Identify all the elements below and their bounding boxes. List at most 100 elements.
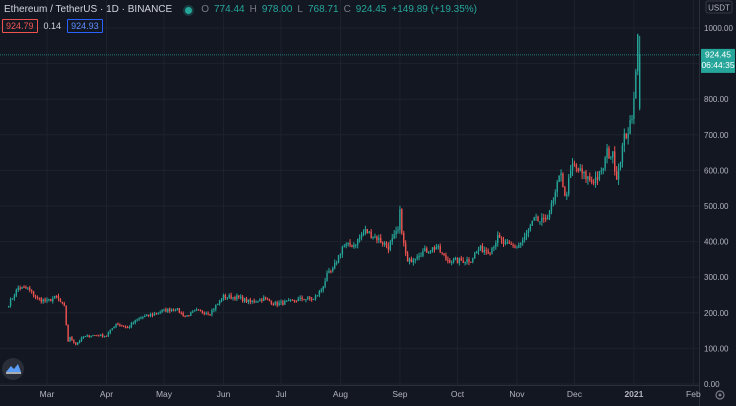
candle-body — [138, 317, 140, 320]
candle-body — [211, 310, 213, 315]
candle-body — [50, 299, 52, 302]
candle-body — [86, 335, 88, 337]
candle-body — [75, 342, 77, 345]
candle-body — [589, 176, 591, 181]
candle-body — [464, 261, 466, 263]
candle-body — [625, 133, 627, 139]
candle-body — [427, 252, 430, 254]
chart-grid — [0, 0, 699, 385]
candle-body — [554, 192, 556, 201]
candle-body — [332, 267, 334, 272]
x-tick-label: Oct — [451, 389, 465, 399]
candle-body — [577, 168, 579, 172]
x-tick-label: Jun — [217, 389, 231, 399]
candle-body — [397, 229, 399, 232]
candle-body — [25, 287, 27, 289]
candle-body — [381, 242, 384, 245]
candle-body — [30, 289, 33, 292]
gear-icon[interactable] — [715, 390, 725, 400]
candle-body — [406, 253, 409, 262]
candle-body — [401, 209, 403, 233]
candle-body — [40, 298, 42, 302]
candle-body — [201, 310, 204, 313]
candle-body — [186, 315, 188, 317]
candle-body — [408, 258, 411, 262]
candle-body — [130, 323, 133, 327]
candle-body — [270, 301, 273, 305]
candle-body — [101, 334, 104, 337]
y-tick-label: 100.00 — [704, 344, 729, 353]
candle-body — [633, 98, 635, 120]
candle-body — [42, 299, 44, 302]
candle-body — [328, 270, 330, 273]
candle-body — [153, 313, 156, 316]
candle-body — [259, 299, 261, 302]
candle-body — [161, 309, 163, 313]
candle-body — [493, 247, 495, 249]
candle-body — [167, 308, 169, 312]
candle-body — [424, 248, 426, 252]
candle-body — [52, 298, 54, 302]
candle-body — [474, 253, 476, 259]
candle-body — [232, 297, 234, 299]
candle-body — [217, 303, 219, 305]
candle-body — [274, 302, 276, 305]
candle-body — [385, 242, 388, 246]
candle-body — [322, 286, 324, 291]
candle-body — [518, 244, 520, 248]
candle-body — [604, 157, 606, 169]
candle-body — [61, 301, 64, 304]
sell-price-button[interactable]: 924.79 — [2, 19, 38, 33]
candle-body — [163, 309, 165, 311]
candle-body — [76, 342, 79, 345]
candle-body — [107, 332, 110, 336]
candle-body — [59, 298, 62, 302]
candle-body — [100, 334, 102, 337]
candle-body — [105, 335, 108, 337]
candle-body — [19, 287, 21, 289]
candle-body — [310, 298, 313, 300]
candle-body — [485, 250, 487, 252]
time-scale[interactable]: Mar Apr May Jun Jul Aug Sep Oct Nov Dec 2021 Feb — [40, 389, 701, 399]
candle-body — [504, 242, 507, 244]
candle-body — [452, 258, 455, 262]
candle-body — [422, 251, 424, 256]
tradingview-logo-icon[interactable] — [2, 358, 24, 380]
candle-body — [247, 299, 250, 302]
candle-body — [481, 245, 484, 253]
x-tick-label: Sep — [392, 389, 407, 399]
candle-body — [527, 229, 530, 234]
candle-body — [123, 325, 125, 327]
candle-body — [297, 298, 299, 302]
candle-body — [182, 312, 184, 317]
candle-body — [90, 336, 92, 338]
candle-body — [608, 148, 610, 159]
candle-body — [286, 300, 288, 302]
candle-body — [316, 295, 319, 297]
candle-body — [132, 323, 135, 325]
candle-body — [117, 323, 119, 325]
candle-body — [241, 296, 244, 302]
candle-body — [358, 237, 361, 239]
candle-body — [562, 173, 564, 188]
buy-price-button[interactable]: 924.93 — [67, 19, 103, 33]
candle-body — [477, 248, 480, 252]
candle-body — [257, 301, 259, 303]
candle-body — [569, 170, 572, 178]
candle-series[interactable] — [7, 33, 641, 346]
candle-body — [287, 300, 290, 302]
price-scale[interactable]: 0.00 100.00 200.00 300.00 400.00 500.00 600.00… — [704, 24, 733, 389]
candle-body — [243, 298, 246, 302]
symbol-title[interactable]: Ethereum / TetherUS · 1D · BINANCE — [4, 4, 173, 15]
candle-body — [355, 244, 357, 246]
currency-label-box[interactable] — [705, 0, 733, 14]
candle-body — [627, 133, 629, 139]
candle-body — [629, 120, 631, 134]
candle-body — [205, 313, 207, 315]
symbol-legend[interactable]: Ethereum / TetherUS · 1D · BINANCE O 774.… — [4, 3, 477, 17]
candle-body — [155, 313, 158, 315]
candle-body — [36, 297, 39, 299]
candle-body — [510, 243, 512, 245]
candle-body — [80, 337, 83, 342]
